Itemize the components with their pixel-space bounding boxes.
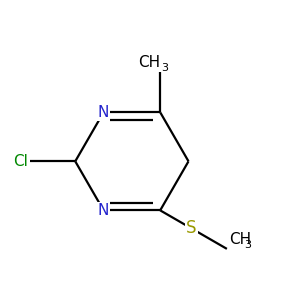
- Text: N: N: [98, 203, 109, 218]
- Text: S: S: [186, 220, 197, 238]
- Text: Cl: Cl: [13, 154, 28, 169]
- Text: 3: 3: [244, 240, 251, 250]
- Text: N: N: [98, 105, 109, 120]
- Text: CH: CH: [138, 56, 160, 70]
- Text: 3: 3: [161, 63, 168, 73]
- Text: CH: CH: [229, 232, 251, 247]
